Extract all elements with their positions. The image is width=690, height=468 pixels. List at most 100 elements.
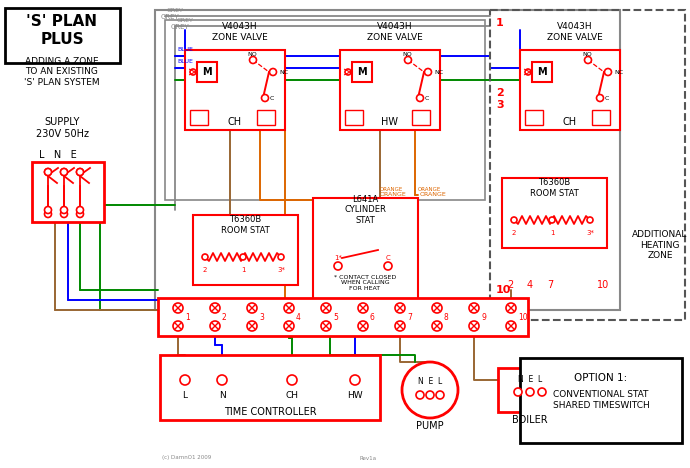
Text: C: C [386,255,391,261]
Circle shape [247,321,257,331]
Text: 10: 10 [518,313,528,322]
Bar [525,110,543,125]
Circle shape [210,321,220,331]
Circle shape [436,391,444,399]
Circle shape [395,303,405,313]
Circle shape [514,388,522,396]
Text: CH: CH [563,117,577,127]
Text: 2: 2 [507,280,513,290]
Text: C: C [270,95,275,101]
Circle shape [278,254,284,260]
Bar [158,298,528,336]
Text: M: M [202,67,212,77]
Bar [197,62,217,82]
Text: ORANGE: ORANGE [380,192,406,197]
Circle shape [506,321,516,331]
Circle shape [334,262,342,270]
Circle shape [180,375,190,385]
Text: GREY: GREY [177,18,194,23]
Text: GREY: GREY [161,14,180,20]
Circle shape [384,262,392,270]
Text: V4043H
ZONE VALVE: V4043H ZONE VALVE [547,22,603,42]
Circle shape [587,217,593,223]
Bar [257,110,275,125]
Text: * CONTACT CLOSED
WHEN CALLING
FOR HEAT: * CONTACT CLOSED WHEN CALLING FOR HEAT [334,275,396,291]
Text: HW: HW [382,117,399,127]
Bar [532,62,552,82]
Circle shape [404,57,411,64]
Text: 7: 7 [407,313,412,322]
Circle shape [432,303,442,313]
Circle shape [424,68,431,75]
Circle shape [44,206,52,213]
Bar [502,178,607,248]
Text: 4: 4 [296,313,301,322]
Text: CH: CH [228,117,242,127]
Circle shape [596,95,604,102]
Text: 1: 1 [496,18,504,28]
Circle shape [61,168,68,176]
Text: 8: 8 [444,313,448,322]
Text: 2: 2 [496,88,504,98]
Text: 6: 6 [370,313,375,322]
Text: M: M [538,67,546,77]
Circle shape [61,211,68,218]
Circle shape [287,375,297,385]
Text: PUMP: PUMP [416,421,444,431]
Bar [160,355,380,420]
Circle shape [469,321,479,331]
Circle shape [247,303,257,313]
Circle shape [321,303,331,313]
Circle shape [210,303,220,313]
Text: (c) DamnO1 2009: (c) DamnO1 2009 [162,455,211,461]
Text: ORANGE: ORANGE [380,187,403,192]
Text: L: L [182,390,188,400]
Circle shape [250,57,257,64]
Bar [155,10,620,310]
Circle shape [584,57,591,64]
Text: 10: 10 [496,285,511,295]
Text: NC: NC [279,70,288,74]
Text: 1*: 1* [334,255,342,261]
Text: 1: 1 [550,230,554,236]
Text: NO: NO [247,51,257,57]
Circle shape [358,303,368,313]
Circle shape [350,375,360,385]
Text: NC: NC [434,70,443,74]
Text: OPTION 1:: OPTION 1: [574,373,628,383]
Circle shape [395,321,405,331]
Text: 1: 1 [241,267,245,273]
Text: NC: NC [614,70,623,74]
Circle shape [549,217,555,223]
Bar [5,8,120,63]
Text: 3: 3 [259,313,264,322]
Bar [592,110,610,125]
Bar [345,110,363,125]
Text: NO: NO [582,51,592,57]
Text: 1: 1 [185,313,190,322]
Text: NO: NO [402,51,412,57]
Bar [185,50,285,130]
Text: 2: 2 [203,267,207,273]
Circle shape [469,303,479,313]
Bar [340,50,440,130]
Text: HW: HW [347,390,363,400]
Circle shape [402,362,458,418]
Text: 2: 2 [222,313,227,322]
Bar [165,20,485,200]
Circle shape [538,388,546,396]
Circle shape [44,211,52,218]
Text: 3*: 3* [277,267,285,273]
Text: N  E  L: N E L [518,375,542,385]
Text: 4: 4 [527,280,533,290]
Circle shape [44,168,52,176]
Circle shape [217,375,227,385]
Text: V4043H
ZONE VALVE: V4043H ZONE VALVE [212,22,268,42]
Circle shape [432,321,442,331]
Text: CONVENTIONAL STAT
SHARED TIMESWITCH: CONVENTIONAL STAT SHARED TIMESWITCH [553,390,649,410]
Bar [32,162,104,222]
Text: ORANGE: ORANGE [418,187,441,192]
Circle shape [417,95,424,102]
Text: ADDITIONAL
HEATING
ZONE: ADDITIONAL HEATING ZONE [632,230,688,260]
Bar [352,62,372,82]
